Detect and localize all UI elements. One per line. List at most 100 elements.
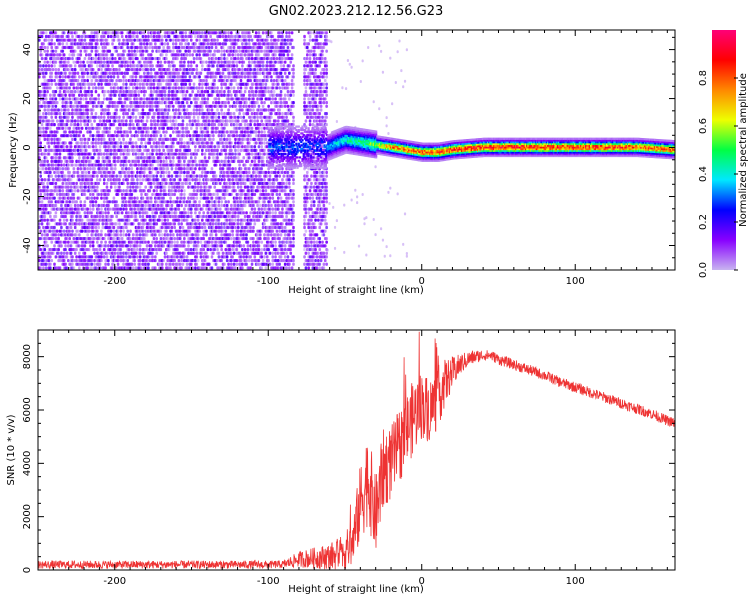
spectrogram-noise-cell <box>144 34 147 39</box>
spectrogram-noise-cell <box>180 196 183 200</box>
spectrogram-noise-cell <box>68 71 71 75</box>
spectrogram-noise-cell <box>188 115 192 119</box>
spectrogram-noise-cell <box>202 203 205 208</box>
spectrogram-noise-cell <box>58 167 62 171</box>
spectrogram-noise-cell <box>205 34 208 39</box>
spectrogram-noise-cell <box>47 222 51 226</box>
spectrogram-noise-cell <box>98 145 102 149</box>
spectrogram-noise-cell <box>108 31 112 35</box>
spectrogram-noise-cell <box>198 225 201 230</box>
spectrogram-noise-cell <box>151 137 154 141</box>
spectrogram-noise-cell <box>125 78 128 83</box>
spectrogram-noise-cell <box>38 112 41 116</box>
spectrogram-noise-cell <box>57 251 60 255</box>
spectrogram-noise-cell <box>147 134 150 138</box>
spectrogram-noise-cell <box>141 134 145 138</box>
spectrogram-noise-cell <box>119 130 123 134</box>
spectrogram-noise-cell <box>38 200 41 204</box>
spectrogram-noise-cell <box>42 31 45 35</box>
spectrogram-noise-cell <box>76 170 80 175</box>
spectrogram-noise-cell <box>69 225 73 230</box>
figure-title: GN02.2023.212.12.56.G23 <box>269 4 444 19</box>
spectrogram-noise-cell <box>198 229 201 233</box>
spectrogram-noise-cell <box>82 97 85 101</box>
spectrogram-noise-cell <box>115 90 118 94</box>
spectrogram-noise-cell <box>76 119 80 123</box>
spectrogram-noise-cell <box>129 34 132 39</box>
spectrogram-noise-cell <box>147 34 150 39</box>
spectrogram-noise-cell <box>166 167 170 171</box>
spectrogram-noise-cell <box>113 148 117 152</box>
spectrogram-noise-cell <box>203 145 207 149</box>
spectrogram-noise-cell <box>206 255 210 259</box>
spectrogram-noise-cell <box>183 60 186 64</box>
spectrogram-noise-cell <box>118 42 121 46</box>
spectrogram-noise-cell <box>183 214 186 219</box>
spectrogram-noise-cell <box>93 185 96 189</box>
spectrogram-noise-cell <box>151 251 154 255</box>
spectrogram-noise-cell <box>142 189 146 193</box>
spectrogram-noise-cell <box>136 86 139 90</box>
spectrogram-noise-cell <box>96 196 99 200</box>
spectrogram-noise-cell <box>137 163 141 167</box>
spectrogram-noise-cell <box>51 104 55 108</box>
spectrogram-noise-cell <box>71 159 74 163</box>
spectrogram-noise-cell <box>126 64 130 68</box>
spectrogram-noise-cell <box>112 196 116 200</box>
spectrogram-noise-cell <box>167 185 171 189</box>
spectrogram-noise-cell <box>79 167 83 171</box>
spectrogram-noise-cell <box>198 38 201 42</box>
spectrogram-noise-cell <box>176 56 179 61</box>
spectrogram-noise-cell <box>93 38 96 42</box>
spectrogram-noise-cell <box>149 60 153 64</box>
spectrogram-noise-cell <box>97 159 101 163</box>
spectrogram-noise-cell <box>195 247 199 252</box>
spectrogram-noise-cell <box>165 262 168 266</box>
spectrogram-noise-cell <box>100 60 103 64</box>
spectrogram-noise-cell <box>187 145 190 149</box>
spectrogram-noise-cell <box>199 240 203 244</box>
spectrogram-noise-cell <box>39 148 42 152</box>
spectrogram-noise-cell <box>165 181 168 186</box>
spectrogram-noise-cell <box>50 45 54 50</box>
spectrogram-noise-cell <box>177 207 181 211</box>
spectrogram-noise-cell <box>202 78 205 83</box>
spectrogram-noise-cell <box>113 119 117 123</box>
spectrogram-noise-cell <box>96 104 99 108</box>
spectrogram-noise-cell <box>72 196 76 200</box>
spectrogram-noise-cell <box>80 93 84 97</box>
spectrogram-noise-cell <box>205 78 208 83</box>
spectrogram-noise-cell <box>177 86 181 90</box>
spectrogram-noise-cell <box>46 60 49 64</box>
spectrogram-noise-cell <box>51 236 55 241</box>
spectrogram-noise-cell <box>133 258 136 263</box>
spectrogram-noise-cell <box>201 207 204 211</box>
spectrogram-noise-cell <box>100 141 103 145</box>
spectrogram-noise-cell <box>100 258 103 263</box>
spectrogram-noise-cell <box>162 207 165 211</box>
spectrogram-noise-cell <box>173 236 176 241</box>
spectrogram-noise-cell <box>38 258 41 263</box>
spectrogram-noise-cell <box>159 247 163 252</box>
spectrogram-noise-cell <box>192 196 196 200</box>
spectrogram-noise-cell <box>115 181 118 186</box>
spectrogram-noise-cell <box>79 200 83 204</box>
spectrogram-noise-cell <box>169 119 172 123</box>
spectrogram-noise-cell <box>104 45 107 50</box>
spectrogram-noise-cell <box>50 200 54 204</box>
spectrogram-noise-cell <box>127 174 131 178</box>
spectrogram-noise-cell <box>39 49 42 53</box>
spectrogram-noise-cell <box>54 134 58 138</box>
spectrogram-noise-cell <box>61 189 65 193</box>
spectrogram-noise-cell <box>155 236 159 241</box>
spectrogram-noise-cell <box>55 86 59 90</box>
spectrogram-noise-cell <box>129 108 132 112</box>
spectrogram-noise-cell <box>166 200 170 204</box>
spectrogram-noise-cell <box>67 115 70 119</box>
spectrogram-noise-cell <box>67 119 70 123</box>
spectrogram-noise-cell <box>183 170 186 175</box>
spectrogram-noise-cell <box>40 178 44 182</box>
spectrogram-noise-cell <box>102 97 106 101</box>
spectrogram-noise-cell <box>49 262 52 266</box>
spectrogram-noise-cell <box>64 90 67 94</box>
